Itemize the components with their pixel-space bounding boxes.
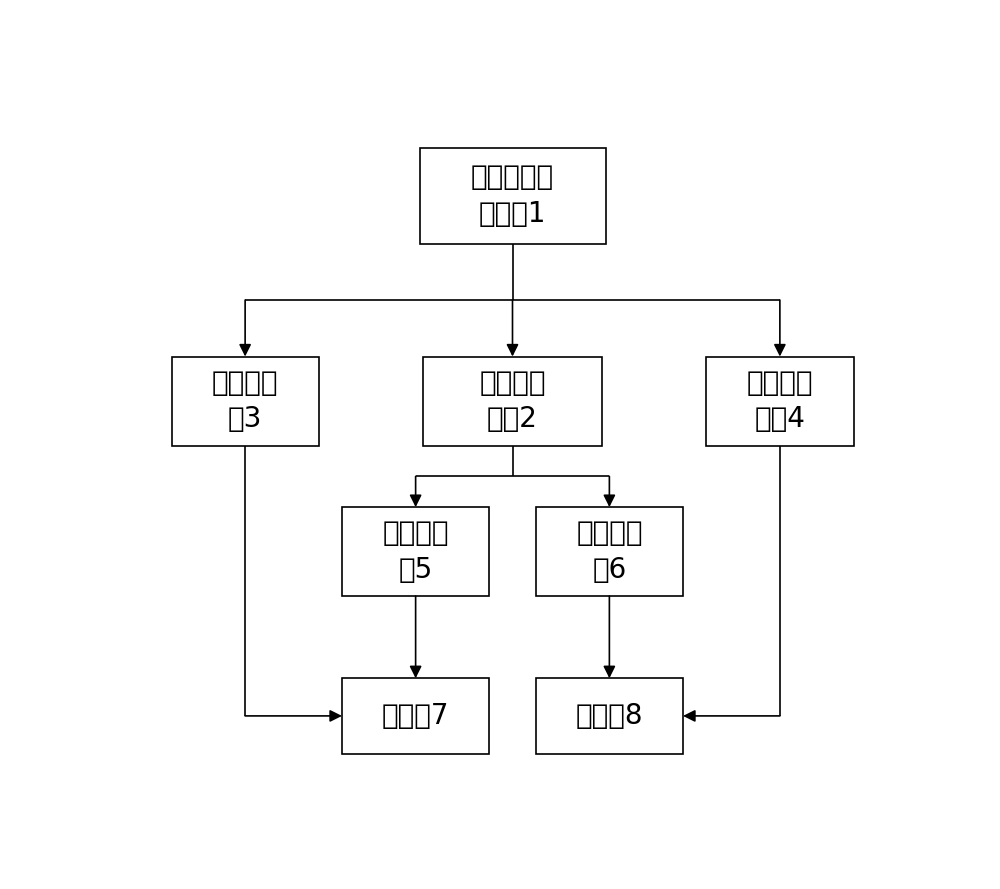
Bar	[420, 148, 606, 244]
Bar	[342, 678, 489, 754]
Bar	[342, 507, 489, 597]
Bar	[172, 356, 319, 445]
Bar	[706, 356, 854, 445]
Bar	[536, 678, 683, 754]
Text: 控制信号中
枢装置1: 控制信号中 枢装置1	[471, 164, 554, 228]
Bar	[423, 356, 602, 445]
Text: 引风机7: 引风机7	[382, 702, 449, 730]
Text: 防喘振装
置3: 防喘振装 置3	[212, 369, 278, 434]
Bar	[536, 507, 683, 597]
Text: 超速保护
装置4: 超速保护 装置4	[747, 369, 813, 434]
Text: 无扰切换
单元2: 无扰切换 单元2	[479, 369, 546, 434]
Text: 静叶伺服
器5: 静叶伺服 器5	[382, 519, 449, 584]
Text: 小汽机8: 小汽机8	[576, 702, 643, 730]
Text: 转速伺服
器6: 转速伺服 器6	[576, 519, 643, 584]
